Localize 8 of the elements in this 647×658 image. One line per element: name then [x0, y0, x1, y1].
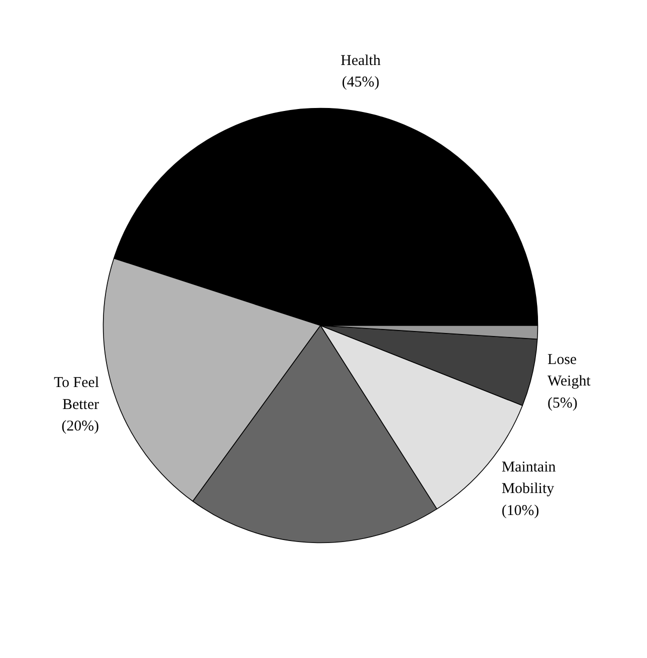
data-label: (45%)	[342, 74, 380, 91]
slice-label: Maintain Mobility	[502, 459, 556, 498]
data-label: (10%)	[502, 503, 540, 520]
data-label: (5%)	[548, 395, 578, 412]
slice-label: Health	[340, 52, 382, 69]
data-label: (20%)	[62, 418, 100, 435]
slice-label: To Feel Better	[54, 375, 100, 413]
slice-label: Lose Weight	[548, 352, 592, 390]
